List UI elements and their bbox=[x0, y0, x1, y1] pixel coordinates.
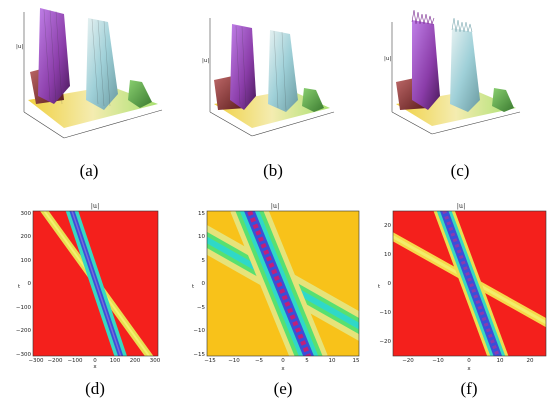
caption-d: (d) bbox=[85, 379, 105, 398]
y-tick: 200 bbox=[21, 234, 32, 240]
density-plot-e: |u| t x 15 10 5 0 −5 −10 −15 −15 bbox=[192, 202, 360, 372]
x-tick: 0 bbox=[93, 358, 97, 364]
x-tick: 200 bbox=[130, 358, 141, 364]
surface-plot-a: |u| bbox=[16, 8, 163, 139]
caption-c: (c) bbox=[451, 161, 470, 180]
x-tick: 0 bbox=[467, 358, 471, 364]
plot-title: |u| bbox=[91, 202, 100, 210]
density-plot-f: |u| t x 20 10 0 −10 −20 −20 −10 0 10 bbox=[378, 202, 547, 372]
caption-a: (a) bbox=[80, 161, 99, 180]
x-tick: −100 bbox=[67, 358, 83, 364]
caption-b: (b) bbox=[263, 161, 283, 180]
x-tick: −10 bbox=[432, 358, 444, 364]
y-tick: −10 bbox=[379, 310, 391, 316]
plot-title: |u| bbox=[271, 202, 280, 210]
x-tick: 10 bbox=[497, 358, 504, 364]
x-tick: 0 bbox=[281, 358, 285, 364]
density-plot-d: |u| t x 300 200 100 0 −100 −200 −300 −30… bbox=[16, 202, 161, 370]
y-axis-label: t bbox=[378, 284, 381, 290]
plot-title: |u| bbox=[457, 202, 466, 210]
z-axis-label: |u| bbox=[202, 58, 209, 64]
x-tick: 20 bbox=[527, 358, 534, 364]
x-tick: 100 bbox=[110, 358, 121, 364]
y-tick: −100 bbox=[16, 305, 32, 311]
x-tick: −15 bbox=[204, 358, 216, 364]
y-tick: 0 bbox=[28, 281, 32, 287]
x-tick: −20 bbox=[402, 358, 414, 364]
x-tick: 5 bbox=[305, 358, 309, 364]
x-axis-label: x bbox=[467, 366, 471, 372]
x-tick: 10 bbox=[329, 358, 336, 364]
x-tick: 15 bbox=[353, 358, 360, 364]
z-axis-label: |u| bbox=[16, 44, 23, 50]
y-tick: −15 bbox=[193, 352, 205, 358]
z-axis-label: |u| bbox=[384, 56, 391, 62]
y-tick: 0 bbox=[202, 281, 206, 287]
y-tick: 10 bbox=[384, 252, 391, 258]
y-tick: −20 bbox=[379, 339, 391, 345]
y-tick: 0 bbox=[388, 281, 392, 287]
caption-e: (e) bbox=[274, 379, 293, 398]
x-tick: −300 bbox=[28, 358, 44, 364]
x-axis-label: x bbox=[281, 366, 285, 372]
x-tick: −10 bbox=[228, 358, 240, 364]
y-axis-label: t bbox=[18, 284, 21, 290]
y-tick: 15 bbox=[198, 211, 205, 217]
y-tick: −300 bbox=[16, 352, 32, 358]
y-tick: −200 bbox=[16, 328, 32, 334]
x-tick: −200 bbox=[47, 358, 63, 364]
y-tick: 10 bbox=[198, 234, 205, 240]
caption-f: (f) bbox=[461, 379, 478, 398]
y-tick: 100 bbox=[21, 258, 32, 264]
y-axis-label: t bbox=[192, 284, 195, 290]
y-tick: −10 bbox=[193, 328, 205, 334]
x-axis-label: x bbox=[93, 364, 97, 370]
surface-plot-b: |u| bbox=[202, 18, 335, 137]
y-tick: 300 bbox=[21, 211, 32, 217]
surface-plot-c: |u| bbox=[384, 9, 521, 135]
x-tick: 300 bbox=[150, 358, 161, 364]
y-tick: 20 bbox=[384, 223, 391, 229]
y-tick: 5 bbox=[202, 258, 206, 264]
y-tick: −5 bbox=[197, 305, 206, 311]
x-tick: −5 bbox=[255, 358, 264, 364]
